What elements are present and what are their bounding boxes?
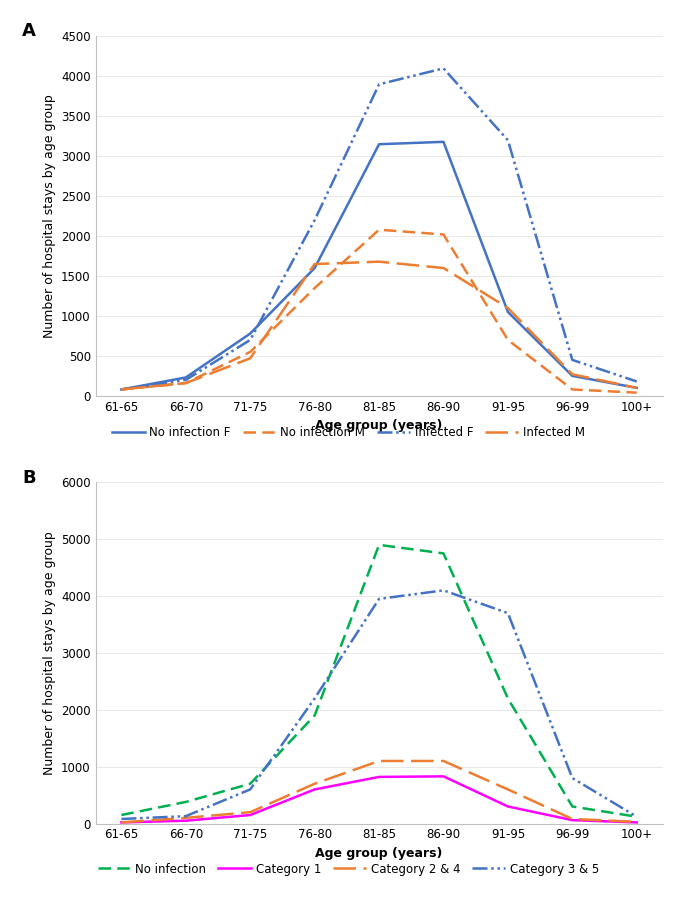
Y-axis label: Number of hospital stays by age group: Number of hospital stays by age group bbox=[42, 531, 55, 774]
X-axis label: Age group (years): Age group (years) bbox=[316, 847, 443, 860]
Legend: No infection F, No infection M, Infected F, Infected M: No infection F, No infection M, Infected… bbox=[107, 421, 589, 443]
Text: A: A bbox=[22, 22, 36, 40]
Y-axis label: Number of hospital stays by age group: Number of hospital stays by age group bbox=[42, 95, 55, 338]
Legend: No infection, Category 1, Category 2 & 4, Category 3 & 5: No infection, Category 1, Category 2 & 4… bbox=[93, 858, 604, 880]
Text: B: B bbox=[22, 469, 36, 487]
X-axis label: Age group (years): Age group (years) bbox=[316, 420, 443, 432]
